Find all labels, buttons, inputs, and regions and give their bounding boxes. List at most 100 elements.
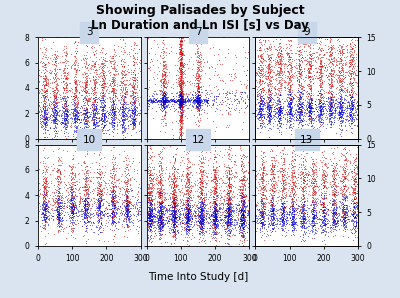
- Point: [188, 185, 194, 190]
- Point: [350, 195, 357, 200]
- Point: [286, 92, 293, 97]
- Point: [221, 142, 228, 147]
- Point: [148, 100, 155, 105]
- Point: [42, 117, 49, 121]
- Point: [211, 213, 217, 218]
- Point: [316, 184, 322, 188]
- Point: [178, 90, 184, 94]
- Point: [84, 177, 91, 182]
- Point: [176, 86, 183, 91]
- Point: [331, 218, 337, 222]
- Point: [238, 178, 244, 183]
- Point: [161, 99, 168, 104]
- Point: [240, 233, 246, 238]
- Point: [81, 184, 88, 189]
- Point: [270, 112, 276, 117]
- Point: [244, 78, 250, 83]
- Point: [348, 100, 354, 105]
- Point: [176, 243, 182, 248]
- Point: [160, 203, 166, 208]
- Point: [316, 98, 323, 103]
- Point: [336, 96, 343, 101]
- Point: [148, 201, 154, 206]
- Point: [149, 213, 156, 218]
- Point: [171, 204, 178, 209]
- Point: [121, 217, 128, 221]
- Point: [300, 216, 307, 221]
- Point: [55, 208, 62, 213]
- Point: [68, 171, 75, 176]
- Point: [86, 91, 92, 95]
- Point: [298, 219, 304, 224]
- Point: [172, 193, 179, 198]
- Point: [330, 190, 337, 195]
- Point: [170, 192, 176, 197]
- Point: [263, 172, 270, 177]
- Point: [119, 72, 125, 77]
- Point: [288, 166, 294, 171]
- Point: [313, 114, 320, 119]
- Point: [309, 106, 315, 111]
- Point: [158, 95, 164, 100]
- Point: [147, 164, 154, 169]
- Point: [148, 239, 154, 244]
- Point: [267, 207, 274, 212]
- Point: [147, 217, 153, 222]
- Point: [344, 150, 350, 155]
- Point: [228, 205, 234, 210]
- Point: [195, 102, 201, 106]
- Point: [321, 196, 327, 201]
- Point: [242, 168, 249, 173]
- Point: [270, 220, 277, 224]
- Point: [160, 101, 166, 106]
- Point: [110, 107, 116, 112]
- Point: [197, 222, 203, 226]
- Point: [157, 231, 164, 235]
- Point: [239, 223, 246, 228]
- Point: [150, 62, 156, 67]
- Point: [158, 232, 164, 236]
- Point: [112, 183, 119, 188]
- Point: [277, 37, 284, 42]
- Point: [342, 219, 348, 224]
- Point: [288, 109, 294, 114]
- Point: [71, 206, 77, 210]
- Point: [196, 99, 202, 103]
- Point: [350, 208, 356, 213]
- Point: [83, 57, 90, 62]
- Point: [98, 194, 104, 199]
- Point: [341, 212, 347, 216]
- Point: [320, 171, 326, 176]
- Point: [198, 208, 204, 212]
- Point: [311, 213, 318, 218]
- Point: [196, 232, 203, 237]
- Point: [56, 186, 62, 190]
- Point: [330, 186, 337, 190]
- Point: [95, 57, 102, 62]
- Point: [238, 220, 244, 225]
- Point: [316, 123, 323, 128]
- Point: [147, 209, 154, 214]
- Point: [79, 223, 85, 228]
- Point: [109, 218, 116, 222]
- Point: [260, 103, 266, 107]
- Point: [149, 186, 156, 190]
- Point: [307, 180, 314, 184]
- Point: [108, 185, 114, 190]
- Point: [100, 105, 107, 110]
- Point: [93, 77, 99, 82]
- Point: [149, 217, 155, 221]
- Point: [84, 164, 90, 168]
- Point: [172, 100, 179, 105]
- Point: [176, 105, 182, 109]
- Point: [55, 218, 61, 223]
- Point: [54, 97, 60, 102]
- Point: [178, 103, 185, 108]
- Point: [84, 204, 90, 209]
- Point: [290, 202, 296, 207]
- Point: [200, 169, 206, 174]
- Point: [340, 188, 346, 193]
- Point: [109, 188, 116, 193]
- Point: [272, 59, 279, 64]
- Point: [289, 149, 296, 154]
